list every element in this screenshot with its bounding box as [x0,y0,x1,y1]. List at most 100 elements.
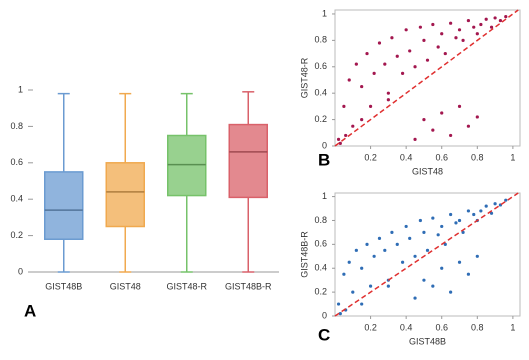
point [489,25,494,29]
box [167,134,207,197]
point [466,18,471,23]
point [413,296,417,300]
point [431,216,435,220]
point [493,202,497,206]
point [479,209,483,213]
point [383,62,387,66]
point [440,32,444,36]
point [418,218,422,223]
point [404,28,408,32]
point [336,137,341,141]
point [354,248,358,252]
point [484,204,488,208]
point [386,98,390,102]
x-tick-label: GIST48-R [166,281,207,291]
point [347,78,351,82]
point [383,248,387,252]
panel-letter: C [318,325,330,344]
point [454,221,458,225]
point [466,272,471,276]
point [461,230,465,235]
point [475,115,479,119]
point [400,71,405,75]
point [498,18,503,23]
x-tick-label: 0.6 [435,152,448,162]
point [484,17,488,21]
point [431,128,435,132]
y-tick-label: 0.2 [314,286,327,296]
point [368,104,373,108]
point [365,242,369,246]
point [436,233,440,237]
point [449,212,453,217]
point [457,260,462,264]
point [408,49,412,53]
y-tick-label: 0.8 [10,121,23,131]
x-tick-label: 0.2 [364,322,377,332]
x-tick-label: 0.4 [400,322,413,332]
point [466,209,471,213]
point [336,302,341,306]
point [461,38,465,42]
point [443,51,447,56]
point [475,32,479,36]
y-tick-label: 0 [322,140,327,150]
y-tick-label: 0 [18,266,23,276]
point [368,284,373,288]
point [386,91,390,95]
point [347,260,351,264]
x-tick-label: 1 [510,322,515,332]
point [360,84,364,89]
y-tick-label: 1 [322,191,327,201]
point [342,104,346,108]
point [351,290,355,294]
box [44,171,84,240]
point [400,260,405,264]
y-axis-title: GIST48B-R [299,231,309,278]
panel-letter: A [24,301,36,320]
x-axis-title: GIST48 [412,166,443,176]
point [413,65,417,69]
point [479,22,483,27]
diagonal [334,9,519,147]
point [449,21,453,25]
x-tick-label: 0.8 [471,322,484,332]
point [457,28,462,32]
point [390,36,394,40]
point [431,22,435,27]
point [475,254,479,258]
point [493,16,497,20]
x-tick-label: 0.2 [364,152,377,162]
x-tick-label: 1 [510,152,515,162]
point [422,278,426,282]
point [395,54,399,58]
point [351,124,355,128]
point [457,218,462,223]
point [457,104,462,108]
point [449,290,453,294]
box [105,162,145,228]
point [418,25,422,29]
point [360,117,364,122]
point [377,236,382,240]
y-tick-label: 1 [18,84,23,94]
point [377,41,382,45]
point [443,242,447,246]
y-tick-label: 0.4 [314,263,327,273]
point [342,272,346,276]
y-tick-label: 0.6 [314,61,327,71]
y-tick-label: 0.4 [314,88,327,98]
point [472,212,476,217]
point [436,45,440,49]
point [425,58,430,62]
x-tick-label: GIST48 [110,281,141,291]
y-tick-label: 1 [322,8,327,18]
y-tick-label: 0 [322,310,327,320]
point [504,198,508,202]
point [386,284,390,288]
plot-frame [334,192,521,317]
point [360,266,364,270]
panel-letter: B [318,150,330,169]
point [413,137,417,141]
